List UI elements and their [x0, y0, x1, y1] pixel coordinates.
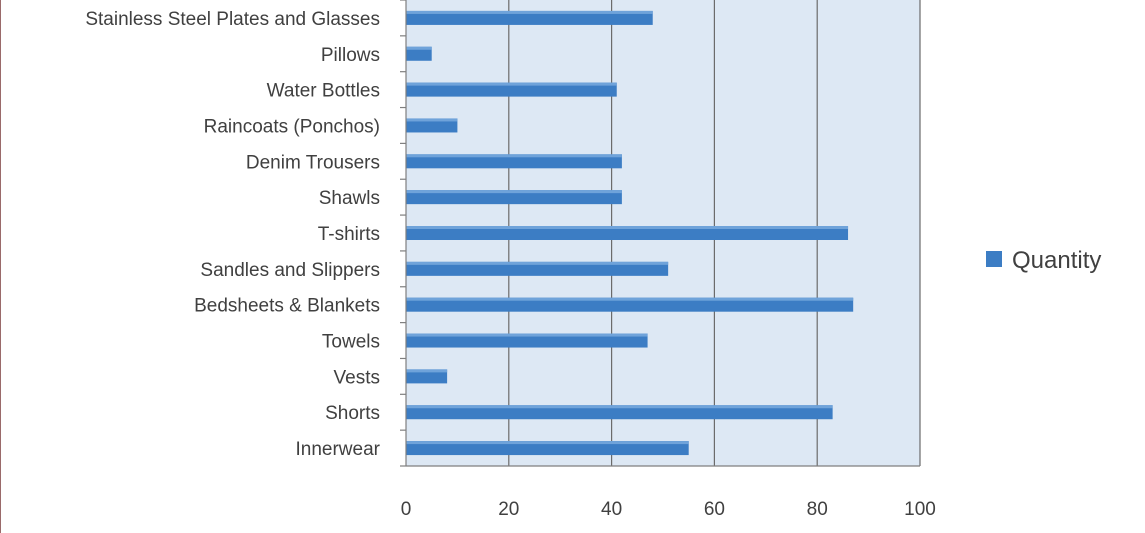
x-tick-label: 20 — [498, 499, 519, 520]
bar — [406, 154, 622, 169]
bar-highlight — [406, 369, 448, 373]
x-tick-label: 100 — [904, 499, 936, 520]
legend-swatch-quantity — [986, 251, 1002, 267]
bar — [406, 297, 854, 312]
bar — [406, 261, 669, 276]
bar — [406, 226, 849, 240]
category-label: Towels — [322, 332, 380, 353]
bar-highlight — [406, 405, 833, 409]
bar-highlight — [406, 10, 653, 14]
category-label: Water Bottles — [267, 81, 380, 102]
bar-highlight — [406, 297, 854, 301]
bar-highlight — [406, 46, 432, 50]
bar-highlight — [406, 261, 669, 265]
bar — [406, 10, 653, 25]
x-tick-label: 0 — [401, 499, 412, 520]
bar-highlight — [406, 190, 622, 194]
category-labels: Stainless Steel Plates and Glasses Pillow… — [85, 9, 380, 460]
category-label: Shawls — [319, 188, 380, 209]
category-label: Vests — [334, 367, 380, 388]
bar — [406, 118, 458, 133]
bar-highlight — [406, 154, 622, 158]
x-tick-label: 40 — [601, 499, 622, 520]
category-label: Bedsheets & Blankets — [194, 296, 380, 317]
category-label: Sandles and Slippers — [200, 260, 380, 281]
bar — [406, 333, 648, 348]
bar-highlight — [406, 226, 849, 229]
x-tick-label: 80 — [807, 499, 828, 520]
bar — [406, 190, 622, 205]
bar-highlight — [406, 441, 689, 445]
category-label: Denim Trousers — [246, 152, 380, 173]
category-label: T-shirts — [318, 224, 380, 245]
bar-highlight — [406, 118, 458, 122]
bar-highlight — [406, 82, 617, 86]
x-tick-label: 60 — [704, 499, 725, 520]
x-tick-labels: 0 20 40 60 80 100 — [401, 499, 936, 520]
legend: Quantity — [986, 247, 1101, 274]
category-label: Stainless Steel Plates and Glasses — [85, 9, 380, 30]
category-label: Pillows — [321, 45, 380, 66]
category-label: Innerwear — [296, 439, 381, 460]
legend-label-quantity: Quantity — [1012, 247, 1101, 274]
bar — [406, 405, 833, 420]
bar — [406, 441, 689, 456]
bar — [406, 369, 448, 384]
category-label: Raincoats (Ponchos) — [204, 116, 380, 137]
axes — [400, 0, 920, 467]
bars — [406, 10, 854, 456]
category-label: Shorts — [325, 403, 380, 424]
bar — [406, 46, 432, 61]
bar — [406, 82, 617, 97]
bar-highlight — [406, 333, 648, 337]
page-border — [0, 0, 6, 533]
